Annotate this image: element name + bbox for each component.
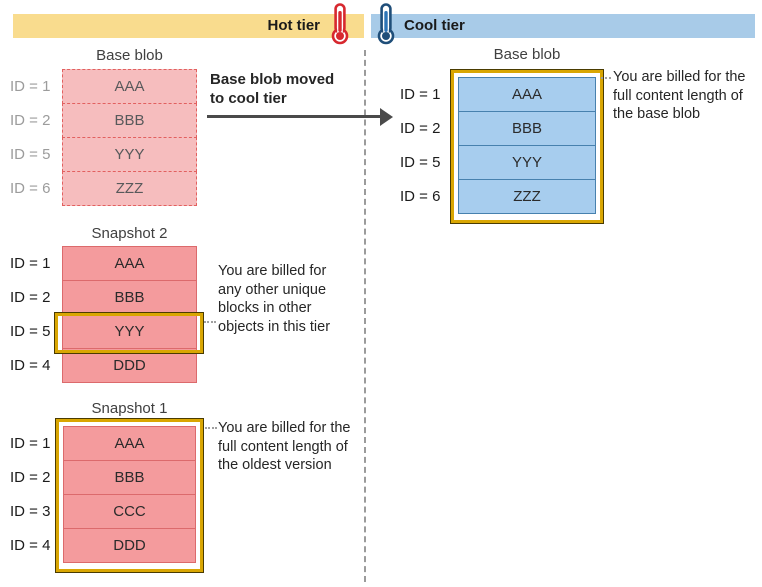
block-id: ID = 2: [400, 120, 441, 137]
block-row: ID = 2 BBB: [10, 280, 197, 315]
block: DDD: [62, 348, 197, 383]
block-id: ID = 1: [10, 78, 51, 95]
tier-divider-line: [364, 50, 366, 582]
block: AAA: [458, 77, 596, 112]
cool-base-billed-box: AAA BBB YYY ZZZ: [451, 70, 603, 223]
hot-base-blob-title: Base blob: [96, 47, 163, 64]
dotted-connector: [204, 321, 216, 323]
hot-thermometer-icon: [331, 3, 349, 45]
block-id: ID = 2: [10, 112, 51, 129]
annotation-line: the oldest version: [218, 457, 332, 473]
block: BBB: [62, 103, 197, 138]
cool-base-blob-ids: ID = 1 ID = 2 ID = 5 ID = 6: [400, 77, 452, 214]
cool-base-annotation: You are billed for the full content leng…: [613, 68, 745, 124]
cool-thermometer-icon: [377, 3, 395, 45]
snapshot1-billed-box: AAA BBB CCC DDD: [56, 419, 203, 572]
annotation-line: You are billed for the: [218, 420, 351, 436]
annotation-line: You are billed for the: [613, 69, 746, 85]
block-id: ID = 3: [10, 503, 51, 520]
block: YYY: [458, 145, 596, 180]
cool-tier-label: Cool tier: [404, 17, 465, 34]
annotation-line: full content length of: [613, 87, 743, 104]
block: ZZZ: [458, 179, 596, 214]
cool-base-blob-title: Base blob: [493, 46, 561, 63]
hot-tier-label: Hot tier: [267, 17, 321, 34]
block-row: ID = 1 AAA: [10, 69, 197, 104]
block-id: ID = 4: [10, 357, 51, 374]
block-id: ID = 6: [400, 188, 441, 205]
move-arrow-head: [380, 108, 393, 126]
block: BBB: [62, 280, 197, 315]
snapshot2-annotation: You are billed for any other unique bloc…: [218, 262, 330, 336]
block-id: ID = 5: [400, 154, 441, 171]
snapshot2-title: Snapshot 2: [91, 225, 168, 242]
block-id: ID = 2: [10, 289, 51, 306]
annotation-line: You are billed for: [218, 263, 327, 279]
block-id: ID = 1: [10, 255, 51, 272]
move-note-line: Base blob moved: [210, 71, 335, 88]
hot-tier-bar: Hot tier: [13, 14, 364, 38]
snapshot1-blocks: AAA BBB CCC DDD: [63, 426, 196, 563]
block-id: ID = 5: [10, 323, 51, 340]
cool-tier-bar: Cool tier: [371, 14, 755, 38]
cool-base-blocks: AAA BBB YYY ZZZ: [458, 77, 596, 214]
block-id: ID = 1: [10, 435, 51, 452]
block-row: ID = 4 DDD: [10, 348, 197, 383]
block-id: ID = 4: [10, 537, 51, 554]
block: BBB: [63, 460, 196, 495]
block-row: ID = 5 YYY: [10, 137, 197, 172]
block-row: ID = 2 BBB: [10, 103, 197, 138]
annotation-line: full content length of: [218, 438, 348, 455]
move-note-line: to cool tier: [210, 90, 287, 107]
block: YYY: [62, 137, 197, 172]
block: AAA: [62, 69, 197, 104]
annotation-line: blocks in other: [218, 300, 312, 316]
snapshot1-ids: ID = 1 ID = 2 ID = 3 ID = 4: [10, 426, 62, 563]
block: DDD: [63, 528, 196, 563]
block-row: ID = 1 AAA: [10, 246, 197, 281]
block-id: ID = 2: [10, 469, 51, 486]
dotted-connector: [205, 427, 217, 429]
block: BBB: [458, 111, 596, 146]
move-note: Base blob moved to cool tier: [210, 70, 334, 108]
hot-base-blob: ID = 1 AAA ID = 2 BBB ID = 5 YYY ID = 6 …: [10, 69, 197, 206]
move-arrow: [207, 115, 382, 118]
block: CCC: [63, 494, 196, 529]
snapshot1-title: Snapshot 1: [91, 400, 168, 417]
block-id: ID = 5: [10, 146, 51, 163]
block-id: ID = 6: [10, 180, 51, 197]
block: AAA: [63, 426, 196, 461]
dotted-connector: [601, 77, 611, 79]
annotation-line: objects in this tier: [218, 318, 331, 335]
billed-block-highlight: [55, 313, 203, 353]
snapshot2-blob: ID = 1 AAA ID = 2 BBB ID = 5 YYY ID = 4 …: [10, 246, 197, 383]
block-id: ID = 1: [400, 86, 441, 103]
block-row: ID = 6 ZZZ: [10, 171, 197, 206]
block: ZZZ: [62, 171, 197, 206]
annotation-line: the base blob: [613, 106, 701, 122]
snapshot1-annotation: You are billed for the full content leng…: [218, 419, 350, 475]
annotation-line: any other unique: [218, 281, 327, 298]
block: AAA: [62, 246, 197, 281]
